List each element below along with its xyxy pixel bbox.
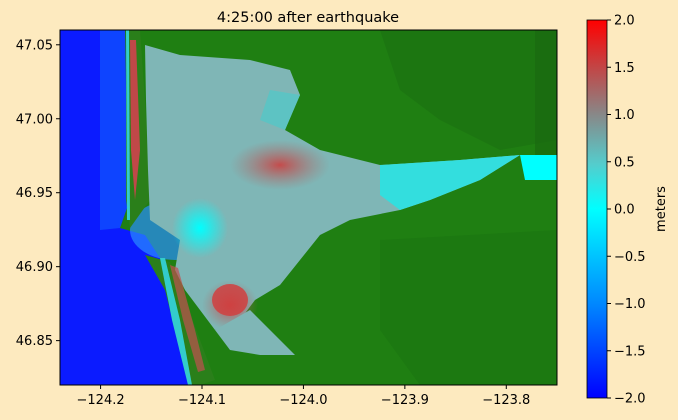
x-tick-label: −124.2 xyxy=(77,393,125,408)
y-tick-label: 46.90 xyxy=(16,260,53,275)
river-inlet xyxy=(520,155,557,180)
colorbar xyxy=(586,19,608,399)
colorbar-tick-label: 2.0 xyxy=(614,14,635,29)
x-tick-label: −123.8 xyxy=(482,393,530,408)
colorbar-tick-label: 0.5 xyxy=(614,155,635,170)
colorbar-tick-label: 0.0 xyxy=(614,203,635,218)
terrain-shading xyxy=(380,30,557,150)
harbor-mouth xyxy=(172,198,228,258)
y-tick-label: 47.05 xyxy=(16,38,53,53)
colorbar-axis: 2.0 1.5 1.0 0.5 0.0 −0.5 −1.0 −1.5 −2.0 xyxy=(607,14,646,407)
x-tick-label: −124.0 xyxy=(279,393,327,408)
colorbar-tick-label: −1.0 xyxy=(614,297,646,312)
y-tick-label: 46.95 xyxy=(16,186,53,201)
colorbar-tick-label: 1.5 xyxy=(614,61,635,76)
map-area xyxy=(60,30,557,385)
colorbar-tick-label: −2.0 xyxy=(614,392,646,407)
colorbar-tick-label: 1.0 xyxy=(614,108,635,123)
bay-water xyxy=(145,45,520,330)
colorbar-tick-label: −0.5 xyxy=(614,250,646,265)
colorbar-label: meters xyxy=(654,186,669,232)
map-title: 4:25:00 after earthquake xyxy=(217,10,399,26)
y-tick-label: 47.00 xyxy=(16,112,53,127)
map-frame xyxy=(59,29,558,386)
high-water-area xyxy=(230,140,330,190)
y-tick-label: 46.85 xyxy=(16,334,53,349)
y-axis: 47.05 47.00 46.95 46.90 46.85 xyxy=(16,38,60,349)
x-axis: −124.2 −124.1 −124.0 −123.9 −123.8 xyxy=(77,385,530,408)
x-tick-label: −124.1 xyxy=(178,393,226,408)
x-tick-label: −123.9 xyxy=(381,393,429,408)
colorbar-tick-label: −1.5 xyxy=(614,344,646,359)
